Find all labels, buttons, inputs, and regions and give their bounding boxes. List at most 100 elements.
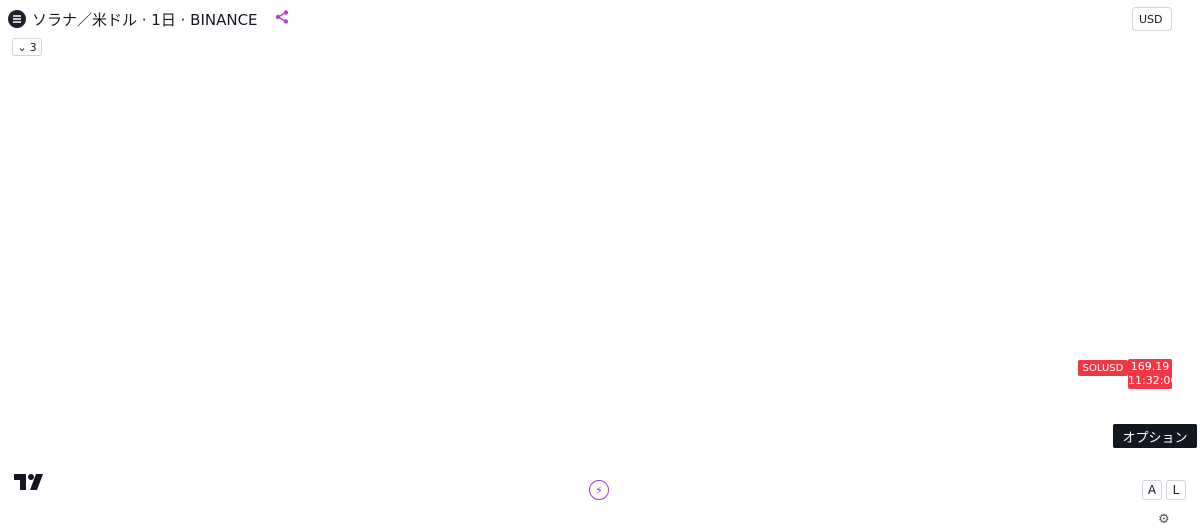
candle-body [481,315,484,328]
x-tick-label: 6月 [858,513,876,526]
candle-body [166,467,169,469]
vp-down-bar [1111,117,1119,130]
candle-body [462,307,465,324]
countdown-label: 11:32:06 [1128,374,1178,387]
candle-body [363,222,366,231]
options-button[interactable]: オプション [1113,424,1197,448]
candle-body [344,184,347,208]
candle-body [284,398,287,402]
share-icon[interactable] [274,9,290,29]
arrow-head [605,407,624,421]
solana-logo-icon [8,10,26,28]
candle-body [322,238,325,244]
candle-body [487,316,490,330]
candle-body [388,272,391,293]
y-tick-label: 260.00 [1140,158,1179,171]
candle-body [265,395,267,409]
candle-body [122,491,125,498]
vp-down-bar [1020,318,1078,332]
candle-body [221,448,224,456]
candle-body [531,184,533,207]
candle-body [185,449,188,455]
indicator-collapse-button[interactable]: ⌄ 3 [12,38,42,56]
candle-body [350,213,352,223]
candle-body [553,304,555,318]
tradingview-logo-icon [14,472,50,498]
candle-body [81,467,84,475]
vp-down-bar [1120,90,1125,104]
candle-body [533,201,536,207]
candle-body [405,319,407,335]
candle-body [12,404,15,407]
candle-body [314,288,317,325]
candle-body [341,184,344,208]
gear-icon[interactable]: ⚙ [1158,512,1170,527]
vp-up-bar [1126,77,1130,90]
candle-body [259,409,262,411]
candle-body [325,229,328,239]
symbol-title[interactable]: ソラナ／米ドル · 1日 · BINANCE [32,10,258,29]
candle-body [468,301,470,312]
candle-body [566,344,569,350]
vp-down-bar [1054,157,1108,171]
candle-body [86,478,89,491]
candle-body [328,213,331,230]
candle-body [67,461,70,469]
vp-down-bar [1065,184,1100,198]
candle-body [295,409,298,418]
candle-body [251,428,254,433]
candle-body [528,181,531,185]
auto-scale-button[interactable]: A [1142,480,1162,500]
candle-body [501,221,503,253]
candle-body [572,335,575,350]
candle-body [564,343,566,345]
candle-body [18,384,21,401]
y-tick-label: 300.00 [1140,51,1179,64]
candle-body [542,245,544,298]
vp-up-bar [1077,265,1130,278]
candle-body [511,190,514,201]
vp-down-bar [1096,144,1112,157]
pattern-drawing [218,64,621,423]
candle-body [514,176,517,191]
candle-body [256,410,259,430]
candle-body [202,456,204,466]
x-tick-label: 5月 [773,513,791,526]
vp-up-bar [1103,171,1130,184]
candle-body [117,479,119,488]
candle-body [160,469,163,480]
candle-body [273,397,276,400]
vp-down-bar [1126,63,1129,77]
candle-body [56,475,59,480]
vp-up-bar [1069,345,1130,359]
candle-body [525,178,528,182]
candle-body [319,243,322,286]
candle-body [377,237,380,244]
currency-button[interactable]: USD [1132,7,1172,31]
last-price-label: 169.19 [1130,360,1170,373]
x-tick-label: 3月 [605,513,623,526]
candle-body [84,474,86,491]
candle-body [292,417,295,420]
vp-down-bar [1080,171,1104,184]
candle-body [550,297,553,305]
indicator-count: 3 [29,40,37,54]
log-scale-button[interactable]: L [1166,480,1186,500]
candle-body [245,434,248,448]
vp-up-bar [1073,453,1130,466]
candle-body [21,370,23,385]
candle-body [484,327,487,330]
candle-body [32,389,34,394]
candle-body [586,386,588,398]
vp-up-bar [1088,238,1130,251]
candle-body [421,345,424,351]
candle-body [92,459,95,466]
candle-body [95,448,97,466]
candle-body [34,393,37,422]
candle-body [448,326,451,342]
candle-body [215,459,218,466]
x-tick-label: 2025 [437,513,468,526]
lightning-icon[interactable]: ⚡ [589,480,609,500]
y-tick-label: 200.00 [1140,320,1179,333]
